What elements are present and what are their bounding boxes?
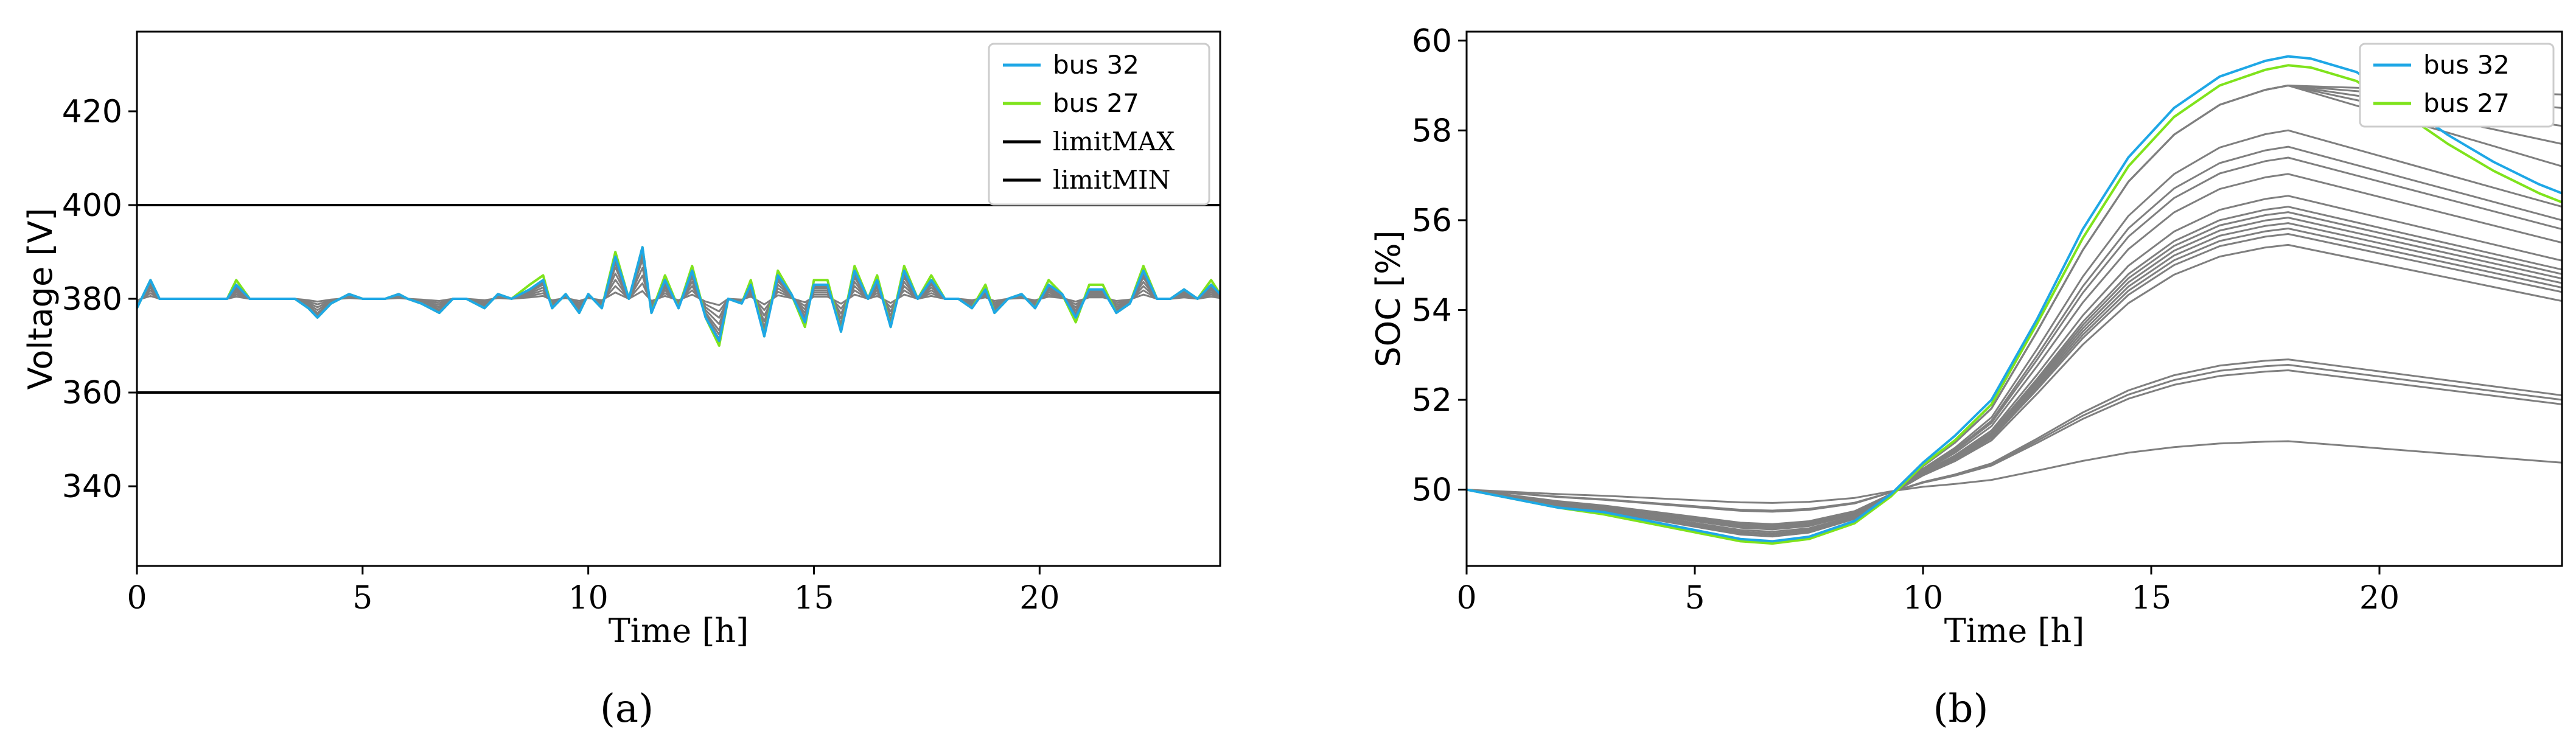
soc-y-tick-label: 52 <box>1412 382 1452 419</box>
panel-b-caption: (b) <box>1933 686 1989 731</box>
legend-label-bus32: bus 32 <box>1053 50 1139 80</box>
panel-a-voltage-chart: 0 5 10 15 20 340 360 380 400 420 Time [h] Voltag… <box>21 30 1221 731</box>
soc-x-axis-label: Time [h] <box>1944 612 2085 650</box>
bus-soc-line <box>1467 222 2562 528</box>
soc-x-tick-label: 5 <box>1684 580 1705 616</box>
soc-x-tick-label: 0 <box>1456 580 1476 616</box>
bus-soc-line <box>1467 129 2562 538</box>
voltage-plot-lines <box>137 204 1220 394</box>
voltage-legend: bus 32 bus 27 limitMAX limitMIN <box>988 43 1210 206</box>
bus-soc-line <box>1467 228 2562 527</box>
panel-a-caption: (a) <box>600 686 654 731</box>
soc-y-tick-label: 50 <box>1412 472 1452 509</box>
voltage-legend-box <box>988 43 1210 206</box>
bus-soc-line <box>1467 85 2562 542</box>
bus-soc-line <box>1467 206 2562 529</box>
soc-x-ticks: 0 5 10 15 20 <box>1456 566 2400 616</box>
voltage-x-tick-label: 15 <box>794 580 834 616</box>
bus-soc-line <box>1467 440 2562 504</box>
soc-y-ticks: 50 52 54 56 58 60 <box>1412 23 1467 509</box>
voltage-y-tick-label: 380 <box>62 281 122 318</box>
voltage-x-ticks: 0 5 10 15 20 <box>127 566 1059 616</box>
bus-soc-line <box>1467 217 2562 528</box>
panel-b-soc-chart: 0 5 10 15 20 50 52 54 56 58 60 Time [h] SOC [%] b… <box>1369 23 2563 731</box>
legend-label-bus27: bus 27 <box>2423 88 2510 118</box>
soc-x-tick-label: 20 <box>2359 580 2400 616</box>
soc-x-tick-label: 10 <box>1903 580 1943 616</box>
voltage-x-tick-label: 10 <box>568 580 609 616</box>
bus-27-line <box>1467 64 2562 545</box>
bus-32-line <box>137 246 1220 343</box>
soc-axes-frame <box>1465 30 2563 567</box>
voltage-x-tick-label: 20 <box>1019 580 1059 616</box>
bus-32-line <box>1467 55 2562 543</box>
bus-soc-line <box>1467 243 2562 525</box>
voltage-y-axis-label: Voltage [V] <box>21 208 60 390</box>
soc-y-axis-label: SOC [%] <box>1369 230 1408 367</box>
bus-soc-line <box>1467 173 2562 533</box>
voltage-y-tick-label: 420 <box>62 94 122 130</box>
voltage-y-tick-label: 360 <box>62 375 122 411</box>
voltage-x-axis-label: Time [h] <box>609 612 749 650</box>
voltage-x-tick-label: 0 <box>127 580 147 616</box>
voltage-y-tick-label: 400 <box>62 187 122 224</box>
bus-soc-line <box>1467 85 2562 542</box>
soc-y-tick-label: 54 <box>1412 292 1452 329</box>
soc-y-tick-label: 58 <box>1412 113 1452 149</box>
legend-label-limitmax: limitMAX <box>1053 127 1175 156</box>
bus-soc-line <box>1467 85 2562 542</box>
legend-label-bus27: bus 27 <box>1053 88 1139 118</box>
soc-plot-lines <box>1467 55 2562 545</box>
voltage-y-tick-label: 340 <box>62 469 122 505</box>
soc-y-tick-label: 60 <box>1412 23 1452 60</box>
voltage-y-ticks: 340 360 380 400 420 <box>62 94 137 505</box>
bus-soc-line <box>1467 369 2562 512</box>
bus-soc-line <box>1467 145 2562 536</box>
soc-y-tick-label: 56 <box>1412 203 1452 239</box>
voltage-x-tick-label: 5 <box>352 580 372 616</box>
bus-soc-line <box>1467 85 2562 542</box>
bus-soc-line <box>1467 85 2562 542</box>
legend-label-limitmin: limitMIN <box>1053 165 1170 195</box>
legend-label-bus32: bus 32 <box>2423 50 2510 80</box>
soc-legend: bus 32 bus 27 <box>2359 43 2555 128</box>
bus-soc-line <box>1467 156 2562 535</box>
soc-x-tick-label: 15 <box>2131 580 2171 616</box>
